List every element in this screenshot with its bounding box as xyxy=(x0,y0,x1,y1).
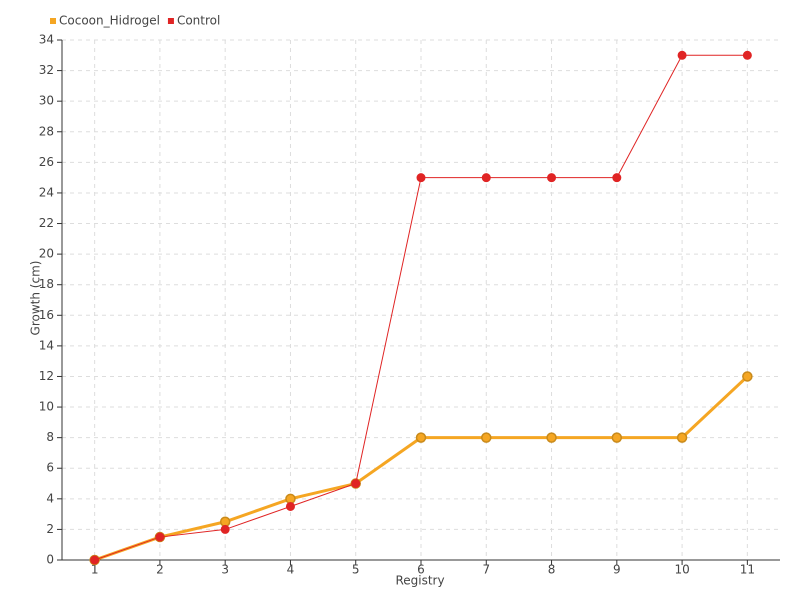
data-point xyxy=(90,555,100,565)
data-point xyxy=(481,432,492,443)
x-tick-label: 6 xyxy=(417,563,425,577)
x-tick-label: 1 xyxy=(91,563,99,577)
data-point xyxy=(677,50,687,60)
y-tick-label: 24 xyxy=(39,185,54,199)
data-point xyxy=(415,432,427,443)
data-point xyxy=(546,432,557,443)
y-tick-label: 26 xyxy=(39,155,54,169)
y-tick-label: 2 xyxy=(46,522,54,536)
x-axis-label: Registry xyxy=(395,574,444,588)
y-tick-label: 20 xyxy=(39,247,54,261)
data-point xyxy=(481,173,491,183)
y-tick-label: 18 xyxy=(39,277,54,291)
x-tick-label: 2 xyxy=(156,563,164,577)
x-tick-label: 7 xyxy=(482,563,490,577)
data-point xyxy=(611,432,623,443)
data-point xyxy=(547,173,557,183)
x-tick-label: 9 xyxy=(613,563,621,577)
legend-swatch xyxy=(50,18,56,24)
legend-label: Control xyxy=(177,14,220,28)
x-tick-label: 3 xyxy=(221,563,229,577)
data-point xyxy=(285,501,295,511)
data-point xyxy=(676,432,688,443)
y-tick-label: 16 xyxy=(39,308,54,322)
x-tick-label: 5 xyxy=(352,563,360,577)
data-point xyxy=(742,371,753,382)
y-tick-label: 8 xyxy=(46,430,54,444)
data-point xyxy=(220,524,230,534)
y-tick-label: 28 xyxy=(39,124,54,138)
data-point xyxy=(416,173,426,183)
y-tick-label: 12 xyxy=(39,369,54,383)
y-tick-label: 10 xyxy=(39,400,54,414)
x-tick-label: 4 xyxy=(287,563,295,577)
x-tick-label: 8 xyxy=(548,563,556,577)
data-point xyxy=(351,479,361,489)
y-tick-label: 14 xyxy=(39,338,54,352)
data-point xyxy=(155,532,165,542)
x-tick-label: 11 xyxy=(740,563,755,577)
data-point xyxy=(612,173,622,183)
y-tick-label: 30 xyxy=(39,94,54,108)
y-tick-label: 22 xyxy=(39,216,54,230)
y-tick-label: 4 xyxy=(46,491,54,505)
x-tick-label: 10 xyxy=(674,563,689,577)
legend-label: Cocoon_Hidrogel xyxy=(59,14,160,28)
y-tick-label: 0 xyxy=(46,553,54,567)
y-tick-label: 32 xyxy=(39,63,54,77)
data-point xyxy=(742,50,752,60)
y-axis-label: Growth (cm) xyxy=(29,261,43,336)
legend-swatch xyxy=(167,18,174,24)
y-tick-label: 6 xyxy=(46,461,54,475)
y-tick-label: 34 xyxy=(39,33,54,47)
